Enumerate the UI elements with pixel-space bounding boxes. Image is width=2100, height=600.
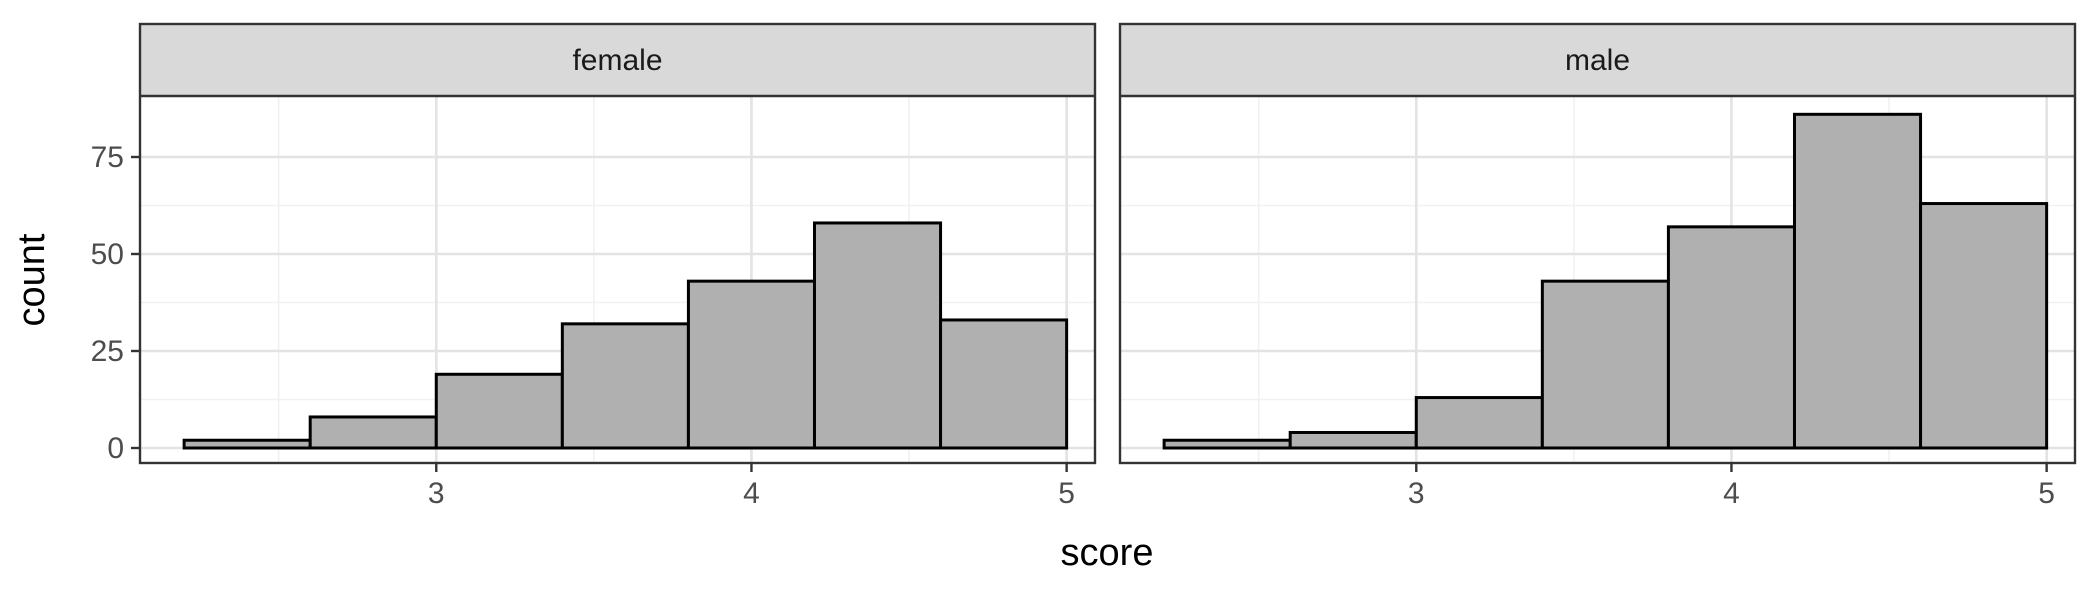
- histogram-bar: [560, 322, 690, 450]
- histogram-bar: [686, 279, 816, 450]
- panel-border: [1118, 22, 2077, 465]
- histogram-bar: [1162, 438, 1292, 450]
- x-tick-label: 4: [1723, 477, 1740, 510]
- facet-strip: [1120, 24, 2075, 96]
- histogram-bar: [1919, 202, 2049, 450]
- x-tick-label: 5: [1058, 477, 1075, 510]
- facet-strip-label: male: [1565, 44, 1630, 77]
- x-tick-label: 5: [2038, 477, 2055, 510]
- histogram-bar: [182, 438, 312, 450]
- histogram-bar: [1540, 279, 1670, 450]
- y-tick-label: 75: [91, 141, 124, 174]
- x-axis-title: score: [1061, 532, 1154, 574]
- histogram-bar: [1792, 112, 1923, 450]
- y-tick-label: 0: [107, 432, 124, 465]
- histogram-bar: [308, 415, 438, 450]
- x-tick-label: 3: [428, 477, 445, 510]
- histogram-bar: [1288, 430, 1418, 450]
- histogram-bar: [1666, 225, 1796, 450]
- x-tick-label: 3: [1408, 477, 1425, 510]
- histogram-bar: [434, 372, 564, 450]
- histogram-bar: [812, 221, 943, 450]
- facet-strip: [140, 24, 1095, 96]
- panel-border: [138, 22, 1097, 465]
- x-tick-label: 4: [743, 477, 760, 510]
- y-tick-label: 25: [91, 335, 124, 368]
- histogram-bar: [939, 318, 1069, 450]
- facet-strip-label: female: [572, 44, 662, 77]
- histogram-bar: [1414, 396, 1544, 450]
- facet-panel-male: male 3 4 5: [1118, 22, 2077, 510]
- y-axis-title: count: [11, 233, 53, 326]
- y-tick-label: 50: [91, 238, 124, 271]
